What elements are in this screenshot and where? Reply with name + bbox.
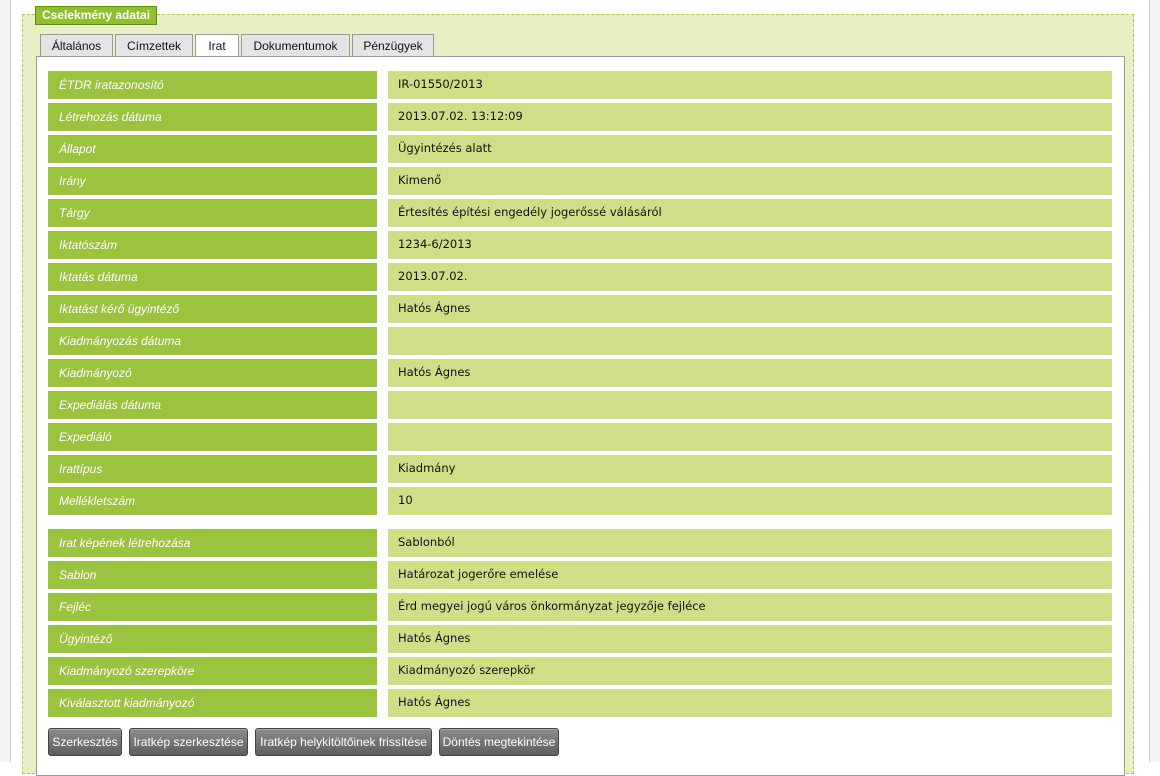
field-value: Érd megyei jogú város önkormányzat jegyz… — [388, 593, 1112, 621]
field-value — [388, 327, 1112, 355]
window-left-border — [0, 0, 11, 762]
field-row-attachment-count: Mellékletszám 10 — [48, 487, 1112, 515]
edit-document-image-button[interactable]: Iratkép szerkesztése — [129, 728, 248, 756]
field-value — [388, 391, 1112, 419]
field-label: Fejléc — [48, 593, 377, 621]
field-value: 2013.07.02. — [388, 263, 1112, 291]
field-row-status: Állapot Ügyintézés alatt — [48, 135, 1112, 163]
field-row-selected-issuer: Kiválasztott kiadmányozó Hatós Ágnes — [48, 689, 1112, 717]
tab-general[interactable]: Általános — [40, 34, 113, 56]
field-row-dispatch-date: Expediálás dátuma — [48, 391, 1112, 419]
field-value: Kiadmányozó szerepkör — [388, 657, 1112, 685]
field-label: Ügyintéző — [48, 625, 377, 653]
field-row-image-creation: Irat képének létrehozása Sablonból — [48, 529, 1112, 557]
field-row-template: Sablon Határozat jogerőre emelése — [48, 561, 1112, 589]
field-row-document-id: ÉTDR iratazonosító IR-01550/2013 — [48, 71, 1112, 99]
field-row-requesting-clerk: Iktatást kérő ügyintéző Hatós Ágnes — [48, 295, 1112, 323]
field-row-issuer: Kiadmányozó Hatós Ágnes — [48, 359, 1112, 387]
field-label: Irat képének létrehozása — [48, 529, 377, 557]
field-value: Kimenő — [388, 167, 1112, 195]
field-label: Expediálás dátuma — [48, 391, 377, 419]
field-label: Iktatást kérő ügyintéző — [48, 295, 377, 323]
field-row-registry-date: Iktatás dátuma 2013.07.02. — [48, 263, 1112, 291]
field-label: ÉTDR iratazonosító — [48, 71, 377, 99]
field-row-issuer-role: Kiadmányozó szerepköre Kiadmányozó szere… — [48, 657, 1112, 685]
field-row-document-type: Irattípus Kiadmány — [48, 455, 1112, 483]
view-decision-button[interactable]: Döntés megtekintése — [439, 728, 559, 756]
field-value: Hatós Ágnes — [388, 359, 1112, 387]
tab-document[interactable]: Irat — [195, 34, 239, 58]
tab-finances[interactable]: Pénzügyek — [352, 34, 434, 56]
field-label: Mellékletszám — [48, 487, 377, 515]
window-right-border — [1149, 0, 1160, 762]
field-label: Iktatás dátuma — [48, 263, 377, 291]
field-value: Hatós Ágnes — [388, 689, 1112, 717]
field-row-created-date: Létrehozás dátuma 2013.07.02. 13:12:09 — [48, 103, 1112, 131]
field-value: Határozat jogerőre emelése — [388, 561, 1112, 589]
field-row-header: Fejléc Érd megyei jogú város önkormányza… — [48, 593, 1112, 621]
field-label: Irány — [48, 167, 377, 195]
field-label: Kiadmányozó szerepköre — [48, 657, 377, 685]
field-value — [388, 423, 1112, 451]
field-label: Tárgy — [48, 199, 377, 227]
field-row-subject: Tárgy Értesítés építési engedély jogerős… — [48, 199, 1112, 227]
field-label: Kiadmányozás dátuma — [48, 327, 377, 355]
field-label: Sablon — [48, 561, 377, 589]
field-value: 2013.07.02. 13:12:09 — [388, 103, 1112, 131]
field-label: Iktatószám — [48, 231, 377, 259]
field-value: 10 — [388, 487, 1112, 515]
field-row-registry-number: Iktatószám 1234-6/2013 — [48, 231, 1112, 259]
fieldset-title: Cselekmény adatai — [35, 6, 158, 25]
field-row-dispatcher: Expediáló — [48, 423, 1112, 451]
field-label: Állapot — [48, 135, 377, 163]
field-value: Sablonból — [388, 529, 1112, 557]
field-value: Értesítés építési engedély jogerőssé vál… — [388, 199, 1112, 227]
field-label: Kiadmányozó — [48, 359, 377, 387]
field-value: Hatós Ágnes — [388, 295, 1112, 323]
field-label: Irattípus — [48, 455, 377, 483]
tab-documents[interactable]: Dokumentumok — [241, 34, 350, 56]
field-value: Hatós Ágnes — [388, 625, 1112, 653]
field-label: Kiválasztott kiadmányozó — [48, 689, 377, 717]
edit-button[interactable]: Szerkesztés — [48, 728, 122, 756]
field-value: 1234-6/2013 — [388, 231, 1112, 259]
refresh-placeholders-button[interactable]: Iratkép helykitöltőinek frissítése — [255, 728, 432, 756]
tab-recipients[interactable]: Címzettek — [115, 34, 193, 56]
field-value: Kiadmány — [388, 455, 1112, 483]
field-row-issue-date: Kiadmányozás dátuma — [48, 327, 1112, 355]
field-row-clerk: Ügyintéző Hatós Ágnes — [48, 625, 1112, 653]
field-label: Expediáló — [48, 423, 377, 451]
field-value: IR-01550/2013 — [388, 71, 1112, 99]
field-label: Létrehozás dátuma — [48, 103, 377, 131]
field-value: Ügyintézés alatt — [388, 135, 1112, 163]
field-row-direction: Irány Kimenő — [48, 167, 1112, 195]
